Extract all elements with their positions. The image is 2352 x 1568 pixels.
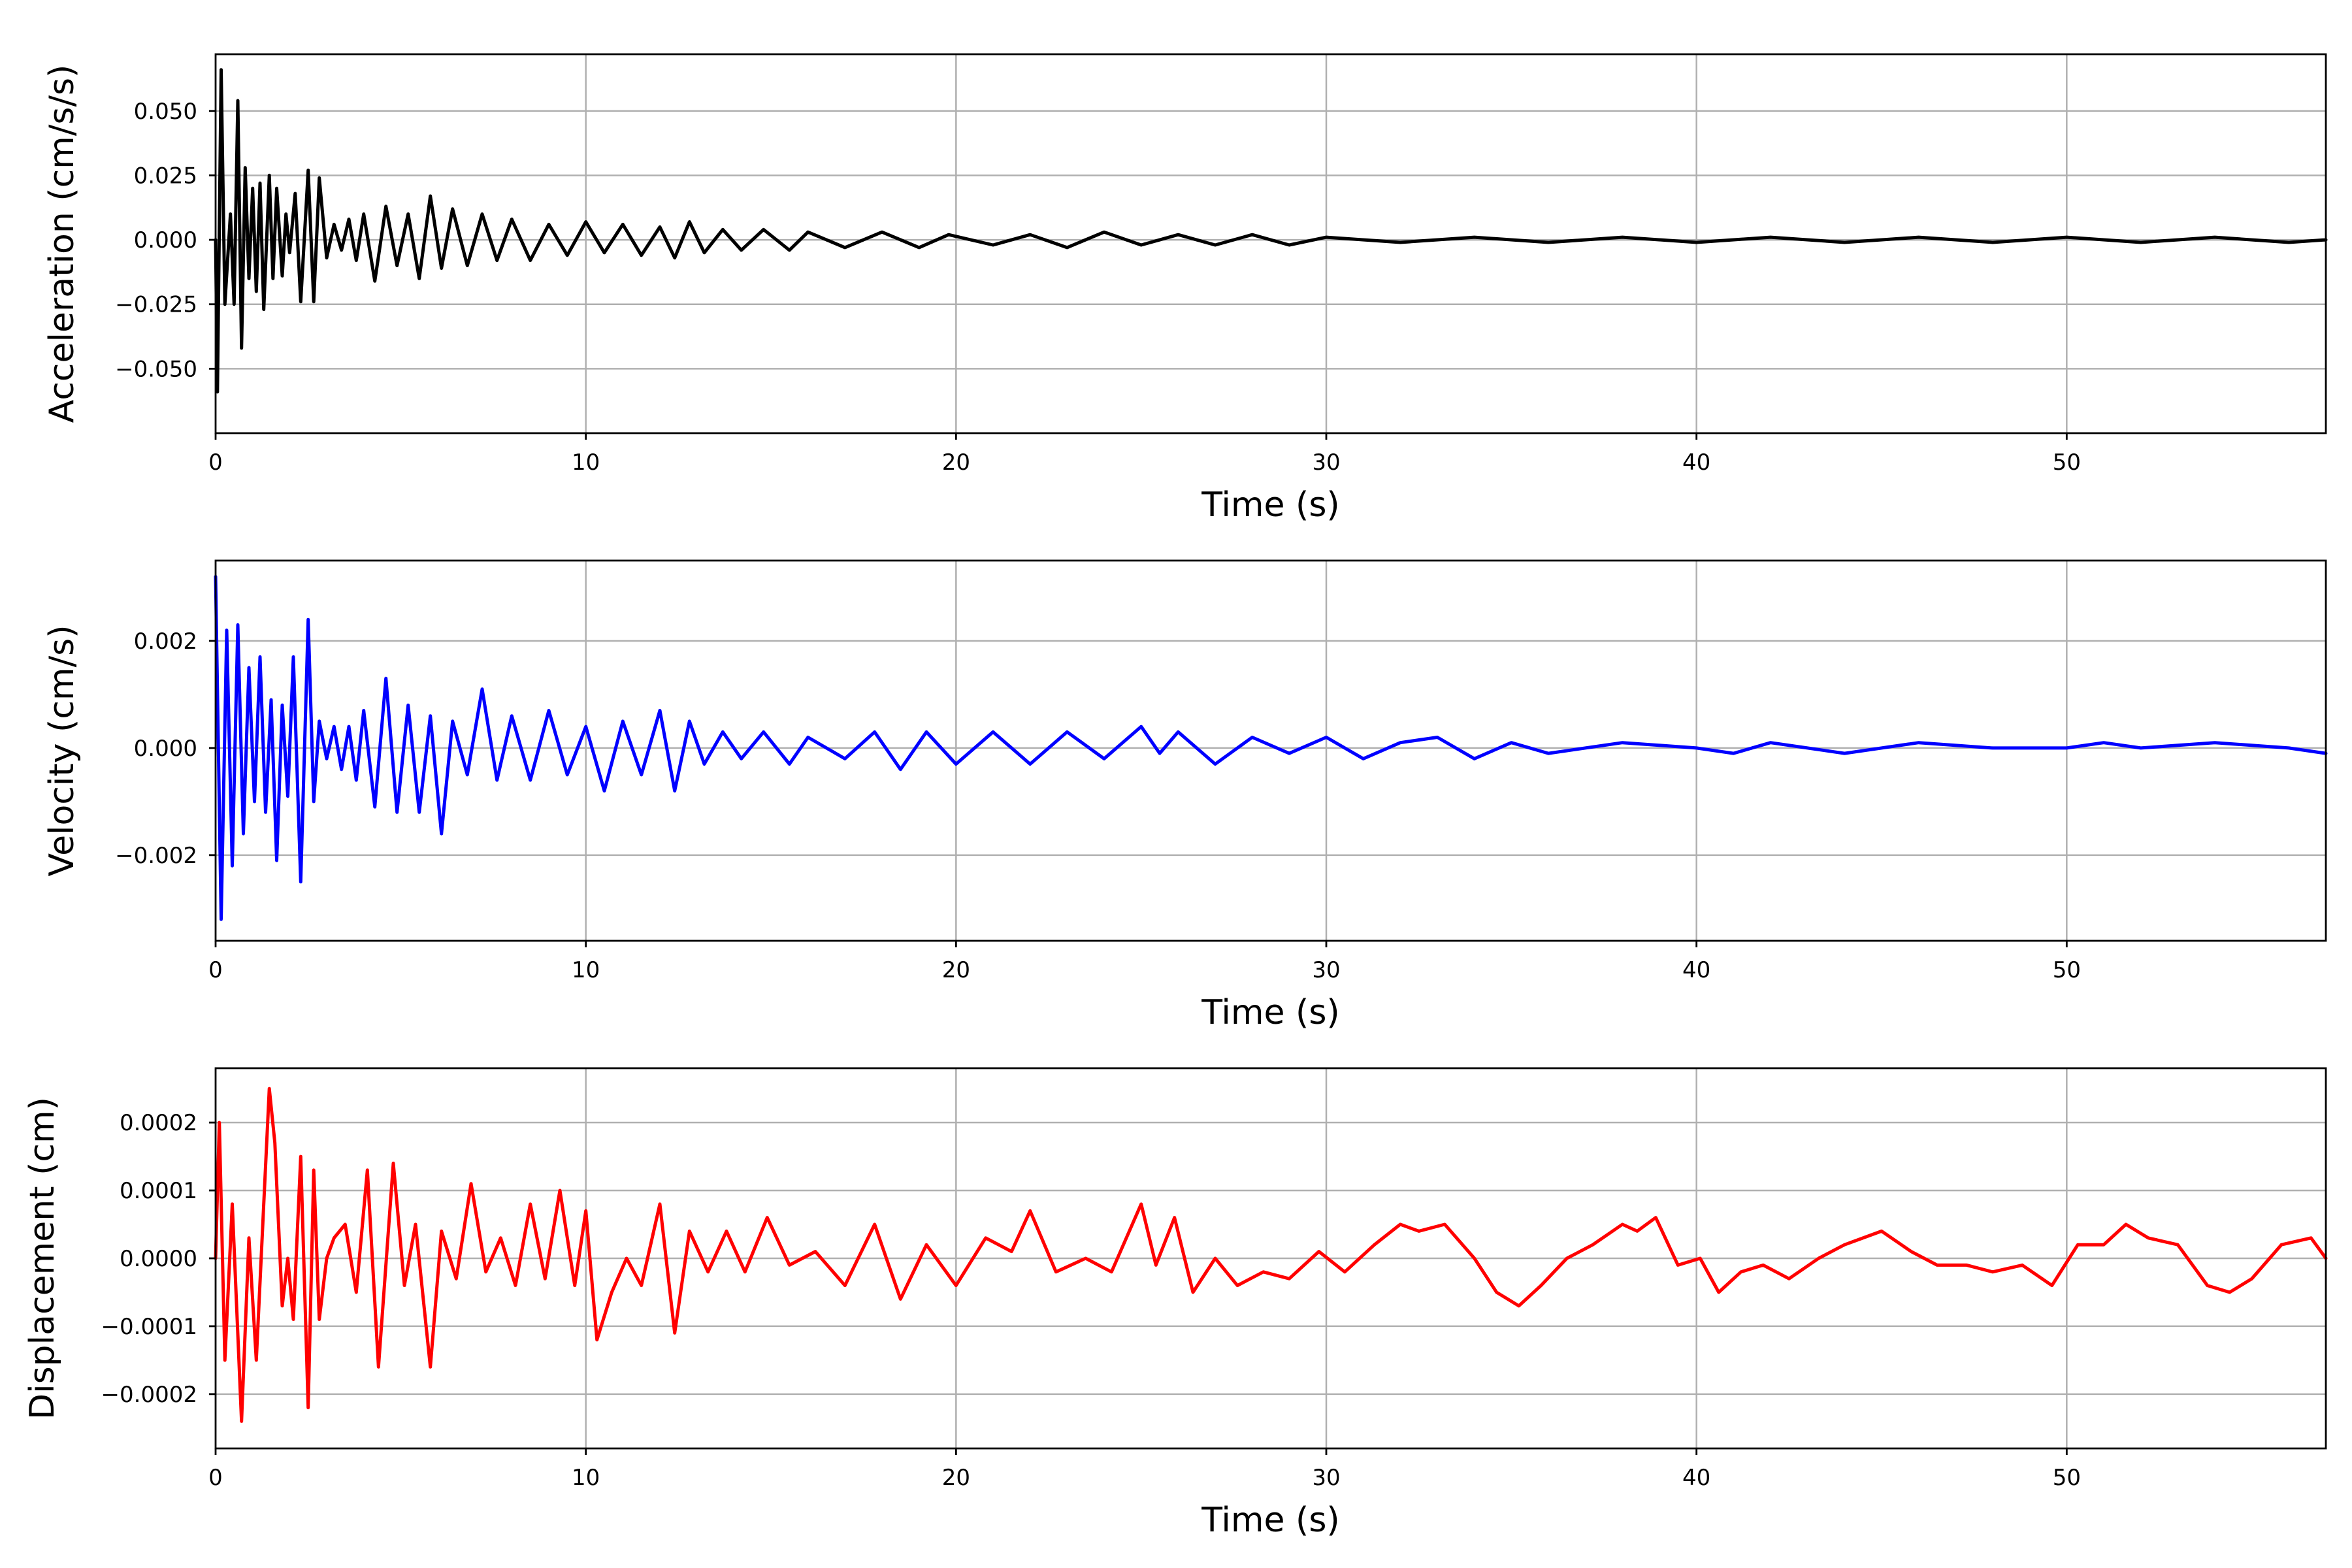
displacement-y-tick-label: 0.0000 [120, 1246, 197, 1272]
velocity-x-tick-label: 0 [208, 957, 223, 983]
displacement-x-tick-label: 30 [1312, 1465, 1340, 1491]
acceleration-ylabel: Acceleration (cm/s/s) [42, 65, 82, 423]
acceleration-x-tick-label: 20 [942, 449, 970, 476]
acceleration-x-tick-label: 0 [208, 449, 223, 476]
acceleration-y-tick-label: 0.050 [134, 99, 197, 125]
displacement-x-tick-label: 40 [1682, 1465, 1710, 1491]
displacement-x-tick-label: 20 [942, 1465, 970, 1491]
displacement-line-layer [214, 1086, 2328, 1423]
acceleration-plot-frame [214, 53, 2327, 434]
displacement-x-tick-label: 0 [208, 1465, 223, 1491]
acceleration-y-tick-label: −0.025 [115, 292, 197, 318]
acceleration-x-tick-label: 30 [1312, 449, 1340, 476]
velocity-series-line [214, 575, 2328, 921]
displacement-x-tick-label: 50 [2053, 1465, 2081, 1491]
velocity-x-tick-label: 30 [1312, 957, 1340, 983]
velocity-y-tick-label: 0.000 [134, 736, 197, 762]
displacement-x-ticks: 0 10 20 30 40 50 [208, 1448, 2081, 1491]
displacement-y-tick-label: 0.0001 [120, 1178, 197, 1204]
acceleration-line-layer [214, 68, 2328, 394]
acceleration-y-tick-label: −0.050 [115, 356, 197, 382]
velocity-x-tick-label: 50 [2053, 957, 2081, 983]
velocity-plot-frame [214, 559, 2327, 942]
acceleration-series-line [214, 68, 2328, 394]
velocity-ylabel: Velocity (cm/s) [42, 625, 82, 877]
acceleration-x-tick-label: 40 [1682, 449, 1710, 476]
acceleration-xlabel: Time (s) [1201, 485, 1339, 525]
velocity-x-ticks: 0 10 20 30 40 50 [208, 941, 2081, 983]
velocity-x-tick-label: 10 [572, 957, 600, 983]
displacement-y-tick-label: −0.0001 [101, 1314, 197, 1340]
acceleration-grid [216, 54, 2326, 433]
velocity-x-tick-label: 40 [1682, 957, 1710, 983]
velocity-panel: −0.002 0.000 0.002 0 10 20 30 40 50 Velocity (c… [42, 559, 2328, 1032]
velocity-y-tick-label: 0.002 [134, 629, 197, 655]
displacement-y-tick-label: −0.0002 [101, 1382, 197, 1408]
acceleration-y-tick-label: 0.025 [134, 163, 197, 189]
displacement-y-tick-label: 0.0002 [120, 1110, 197, 1136]
displacement-y-ticks: −0.0002 −0.0001 0.0000 0.0001 0.0002 [101, 1110, 216, 1408]
velocity-x-tick-label: 20 [942, 957, 970, 983]
displacement-x-tick-label: 10 [572, 1465, 600, 1491]
acceleration-x-ticks: 0 10 20 30 40 50 [208, 433, 2081, 476]
velocity-grid [216, 561, 2326, 941]
displacement-series-line [214, 1086, 2328, 1423]
acceleration-y-tick-label: 0.000 [134, 227, 197, 253]
velocity-xlabel: Time (s) [1201, 993, 1339, 1032]
displacement-grid [216, 1068, 2326, 1448]
displacement-panel: −0.0002 −0.0001 0.0000 0.0001 0.0002 0 10 20 30… [23, 1067, 2328, 1540]
acceleration-x-tick-label: 10 [572, 449, 600, 476]
displacement-xlabel: Time (s) [1201, 1501, 1339, 1540]
velocity-y-tick-label: −0.002 [115, 843, 197, 869]
velocity-y-ticks: −0.002 0.000 0.002 [115, 629, 216, 869]
acceleration-y-ticks: −0.050 −0.025 0.000 0.025 0.050 [115, 99, 216, 382]
acceleration-x-tick-label: 50 [2053, 449, 2081, 476]
displacement-ylabel: Displacement (cm) [23, 1097, 62, 1420]
velocity-line-layer [214, 575, 2328, 921]
